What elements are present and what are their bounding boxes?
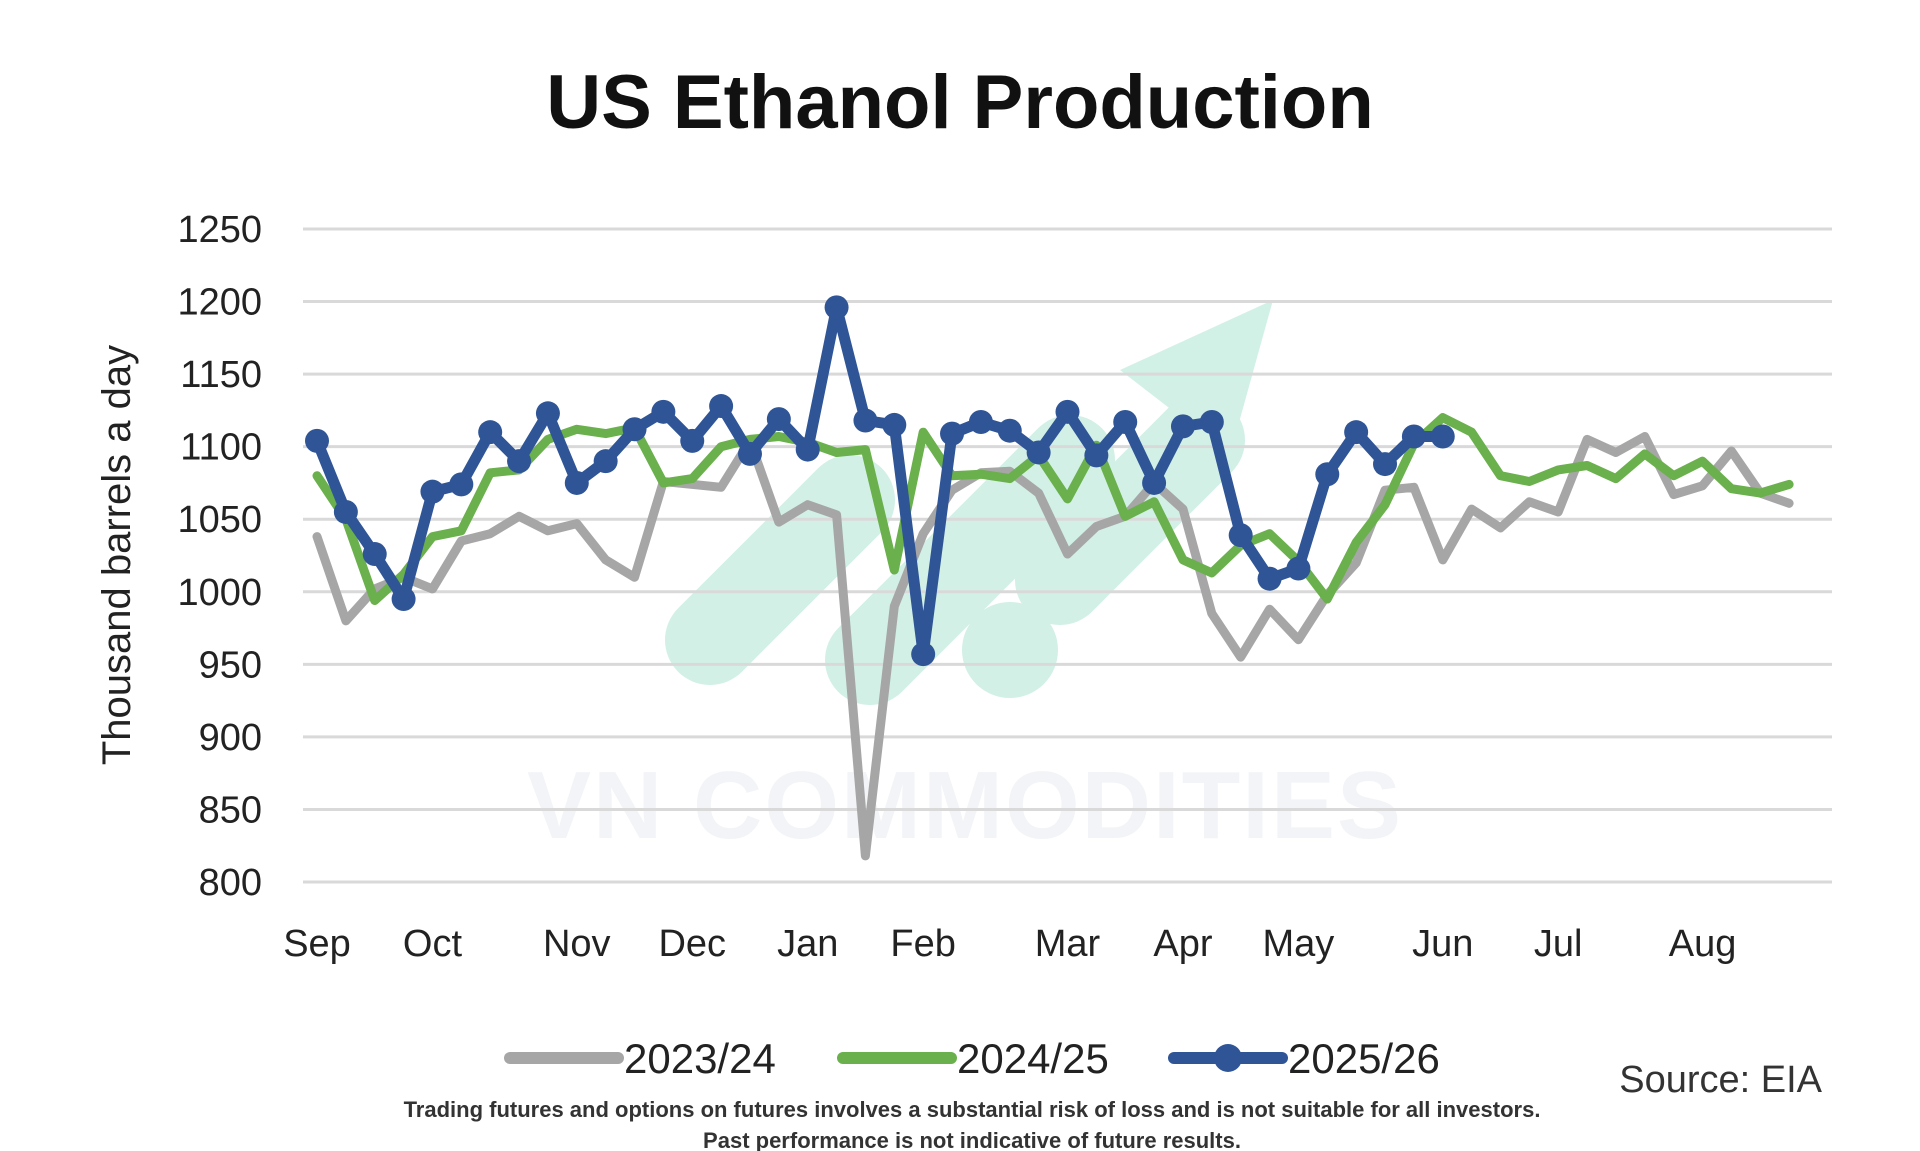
data-point	[1373, 452, 1398, 477]
data-point	[1430, 424, 1455, 449]
data-point	[507, 449, 532, 474]
x-tick-label: Jun	[1412, 923, 1473, 965]
data-point	[420, 479, 445, 504]
data-point	[333, 499, 358, 524]
data-point	[305, 428, 329, 453]
data-point	[1026, 440, 1051, 465]
series-2025-26	[305, 295, 1455, 667]
x-axis-ticks: Sep Oct Nov Dec Jan Feb Mar Apr May Jun Jul Aug	[283, 923, 1736, 965]
data-point	[940, 421, 965, 446]
x-tick-label: Feb	[890, 923, 955, 965]
data-point	[622, 417, 647, 442]
data-point	[709, 394, 734, 419]
y-tick-label: 1050	[177, 499, 262, 541]
data-point	[1257, 566, 1282, 591]
data-point	[766, 407, 791, 432]
data-point	[535, 401, 560, 426]
data-point	[680, 428, 705, 453]
data-point	[1142, 470, 1167, 495]
data-point	[1055, 399, 1080, 424]
data-point	[911, 642, 936, 667]
grid-lines	[303, 227, 1832, 884]
series-line	[312, 432, 1794, 861]
y-axis-ticks: 800 850 900 950 1000 1050 1100 1150 1200 1250	[177, 209, 262, 904]
data-point	[564, 470, 589, 495]
legend-marker	[1214, 1044, 1242, 1072]
data-point	[362, 542, 387, 567]
data-point	[1315, 462, 1340, 487]
x-tick-label: Jan	[777, 923, 838, 965]
disclaimer-line-1: Trading futures and options on futures i…	[404, 1097, 1541, 1122]
data-point	[968, 409, 993, 434]
data-point	[997, 418, 1022, 443]
data-point	[391, 587, 416, 612]
y-tick-label: 1000	[177, 572, 262, 614]
data-point	[1170, 414, 1195, 439]
data-point	[1401, 424, 1426, 449]
data-point	[1286, 556, 1311, 581]
series-2023-24	[312, 432, 1794, 861]
y-tick-label: 800	[199, 862, 262, 904]
data-point	[1228, 523, 1253, 548]
x-tick-label: Jul	[1534, 923, 1583, 965]
disclaimer-line-2: Past performance is not indicative of fu…	[703, 1128, 1241, 1151]
data-point	[737, 441, 762, 466]
legend-item: 2025/26	[1168, 1035, 1440, 1082]
series-layer	[305, 295, 1794, 861]
y-tick-label: 950	[199, 644, 262, 686]
legend: 2023/24 2024/25 2025/26	[504, 1035, 1440, 1082]
data-point	[853, 408, 878, 433]
y-tick-label: 1100	[180, 427, 262, 469]
data-point	[824, 295, 849, 320]
data-point	[1113, 409, 1138, 434]
y-tick-label: 1250	[177, 209, 262, 251]
y-tick-label: 850	[199, 789, 262, 831]
x-tick-label: Aug	[1669, 923, 1737, 965]
x-tick-label: Sep	[283, 923, 351, 965]
y-tick-label: 1200	[177, 282, 262, 324]
upward-trend-arrow-icon	[665, 300, 1273, 705]
legend-label: 2025/26	[1288, 1035, 1440, 1082]
x-tick-label: Mar	[1035, 923, 1101, 965]
x-tick-label: Apr	[1153, 923, 1212, 965]
x-tick-label: May	[1263, 923, 1335, 965]
x-tick-label: Oct	[403, 923, 463, 965]
data-point	[795, 437, 820, 462]
x-tick-label: Nov	[543, 923, 611, 965]
data-point	[1344, 420, 1369, 445]
data-point	[1084, 443, 1109, 468]
data-point	[882, 412, 907, 437]
data-point	[478, 420, 503, 445]
legend-label: 2023/24	[624, 1035, 776, 1082]
data-point	[651, 399, 676, 424]
legend-item: 2023/24	[504, 1035, 776, 1082]
legend-label: 2024/25	[957, 1035, 1109, 1082]
source-note: Source: EIA	[1619, 1059, 1822, 1101]
series-line	[311, 301, 1449, 660]
y-tick-label: 1150	[180, 354, 262, 396]
data-point	[593, 449, 618, 474]
chart-title: US Ethanol Production	[546, 60, 1374, 145]
y-tick-label: 900	[199, 717, 262, 759]
data-point	[1199, 409, 1224, 434]
watermark-text: VN COMMODITIES	[527, 752, 1403, 859]
x-tick-label: Dec	[658, 923, 726, 965]
y-axis-label: Thousand barrels a day	[95, 345, 139, 765]
data-point	[449, 472, 474, 497]
legend-item: 2024/25	[837, 1035, 1109, 1082]
